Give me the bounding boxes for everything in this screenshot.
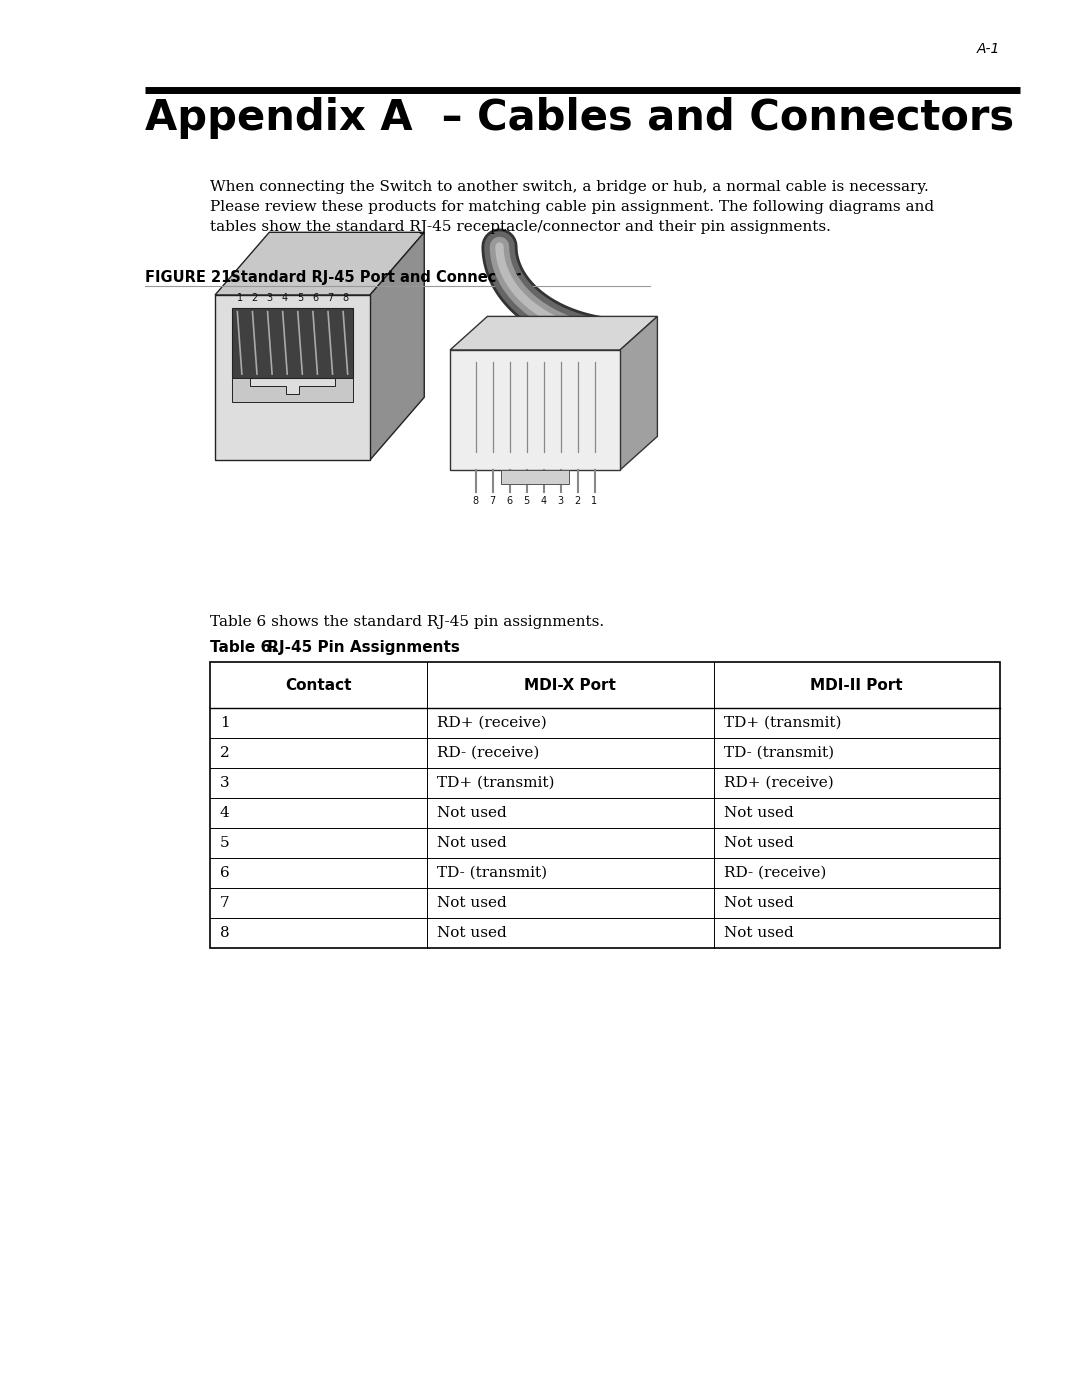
Text: 1: 1 (237, 293, 243, 303)
Text: Not used: Not used (437, 895, 507, 909)
Text: 6: 6 (312, 293, 319, 303)
Polygon shape (215, 295, 370, 460)
Text: 4: 4 (282, 293, 288, 303)
Polygon shape (215, 232, 424, 295)
Text: RD- (receive): RD- (receive) (724, 866, 826, 880)
Text: Not used: Not used (724, 926, 794, 940)
Polygon shape (232, 309, 353, 377)
Text: 5: 5 (220, 835, 230, 849)
Text: RD- (receive): RD- (receive) (437, 746, 540, 760)
Text: 7: 7 (489, 496, 496, 506)
Text: 7: 7 (327, 293, 334, 303)
Polygon shape (450, 351, 620, 469)
Text: MDI-X Port: MDI-X Port (525, 678, 617, 693)
Text: 8: 8 (342, 293, 349, 303)
Bar (210, 662, 1000, 949)
Text: 4: 4 (220, 806, 230, 820)
Text: Not used: Not used (437, 926, 507, 940)
Text: When connecting the Switch to another switch, a bridge or hub, a normal cable is: When connecting the Switch to another sw… (210, 180, 929, 194)
Text: Please review these products for matching cable pin assignment. The following di: Please review these products for matchin… (210, 200, 934, 214)
Text: 4: 4 (540, 496, 546, 506)
Text: Table 6.: Table 6. (210, 640, 276, 655)
Polygon shape (450, 316, 658, 351)
Text: Not used: Not used (437, 806, 507, 820)
Text: 2: 2 (575, 496, 581, 506)
Text: FIGURE 21.: FIGURE 21. (145, 270, 237, 285)
Text: 5: 5 (297, 293, 303, 303)
Polygon shape (501, 469, 569, 485)
Text: Contact: Contact (285, 678, 352, 693)
Text: 5: 5 (524, 496, 529, 506)
Polygon shape (620, 316, 658, 469)
Text: 3: 3 (557, 496, 564, 506)
Text: 3: 3 (220, 775, 230, 789)
Text: 8: 8 (472, 496, 478, 506)
Text: Not used: Not used (724, 895, 794, 909)
Text: A-1: A-1 (976, 42, 1000, 56)
Polygon shape (232, 377, 353, 402)
Text: 8: 8 (220, 926, 230, 940)
Text: 7: 7 (220, 895, 230, 909)
Text: Not used: Not used (437, 835, 507, 849)
Text: TD- (transmit): TD- (transmit) (724, 746, 834, 760)
Text: Not used: Not used (724, 806, 794, 820)
Text: RD+ (receive): RD+ (receive) (724, 775, 834, 789)
Text: 6: 6 (220, 866, 230, 880)
Text: Table 6 shows the standard RJ-45 pin assignments.: Table 6 shows the standard RJ-45 pin ass… (210, 615, 604, 629)
Text: MDI-II Port: MDI-II Port (810, 678, 903, 693)
Polygon shape (370, 232, 424, 460)
Text: RD+ (receive): RD+ (receive) (437, 717, 546, 731)
Text: 3: 3 (267, 293, 273, 303)
Text: 2: 2 (220, 746, 230, 760)
Text: Not used: Not used (724, 835, 794, 849)
Text: TD+ (transmit): TD+ (transmit) (724, 717, 841, 731)
Text: 1: 1 (220, 717, 230, 731)
Text: 1: 1 (592, 496, 597, 506)
Text: 6: 6 (507, 496, 513, 506)
Text: TD+ (transmit): TD+ (transmit) (437, 775, 555, 789)
Text: Standard RJ-45 Port and Connector: Standard RJ-45 Port and Connector (220, 270, 521, 285)
Text: RJ-45 Pin Assignments: RJ-45 Pin Assignments (262, 640, 460, 655)
Text: TD- (transmit): TD- (transmit) (437, 866, 548, 880)
Text: tables show the standard RJ-45 receptacle/connector and their pin assignments.: tables show the standard RJ-45 receptacl… (210, 219, 831, 235)
Text: 2: 2 (252, 293, 258, 303)
Text: Appendix A  – Cables and Connectors: Appendix A – Cables and Connectors (145, 96, 1014, 138)
